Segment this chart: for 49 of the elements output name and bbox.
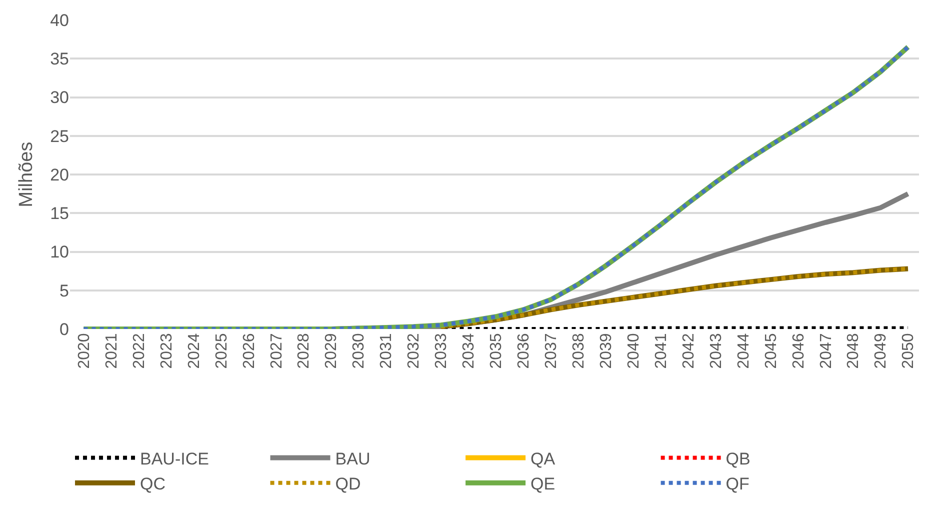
y-tick-label: 5 <box>60 281 69 300</box>
x-tick-label: 2048 <box>845 333 862 369</box>
y-tick-label: 25 <box>50 126 69 146</box>
legend-label: QA <box>530 449 556 468</box>
x-tick-label: 2032 <box>406 333 423 369</box>
x-tick-label: 2046 <box>790 333 808 369</box>
x-tick-label: 2043 <box>708 333 725 369</box>
x-tick-label: 2028 <box>296 333 313 369</box>
x-tick-label: 2034 <box>460 333 478 369</box>
x-tick-label: 2039 <box>598 333 615 369</box>
legend-label: QD <box>335 474 361 494</box>
x-tick-label: 2022 <box>130 333 148 369</box>
x-tick-label: 2033 <box>433 333 450 369</box>
legend-label: QF <box>726 474 750 494</box>
y-tick-label: 15 <box>50 204 69 224</box>
x-tick-label: 2047 <box>818 333 835 369</box>
y-tick-label: 30 <box>50 88 69 108</box>
x-tick-label: 2041 <box>652 333 670 369</box>
y-tick-label: 10 <box>50 242 69 262</box>
y-tick-label: 20 <box>50 165 69 184</box>
legend-label: BAU <box>335 449 370 468</box>
x-tick-label: 2045 <box>762 333 780 369</box>
legend-label: QE <box>530 474 556 494</box>
legend-label: QC <box>140 474 166 494</box>
legend-label: BAU-ICE <box>140 449 209 468</box>
y-tick-label: 40 <box>50 10 69 30</box>
x-tick-label: 2020 <box>76 333 93 369</box>
y-tick-label: 0 <box>60 320 69 339</box>
x-tick-label: 2031 <box>378 333 396 369</box>
x-tick-label: 2024 <box>186 333 203 369</box>
x-tick-label: 2037 <box>543 333 560 369</box>
x-tick-label: 2050 <box>900 333 918 369</box>
legend-label: QB <box>726 449 750 468</box>
x-tick-label: 2023 <box>158 333 176 369</box>
x-tick-label: 2025 <box>213 333 230 369</box>
x-tick-label: 2035 <box>488 333 506 369</box>
x-tick-label: 2029 <box>323 333 340 369</box>
x-tick-label: 2044 <box>735 333 752 369</box>
x-tick-label: 2021 <box>103 333 120 369</box>
x-tick-label: 2027 <box>268 333 286 369</box>
x-tick-label: 2036 <box>516 333 533 369</box>
x-tick-label: 2040 <box>625 333 642 369</box>
x-tick-label: 2038 <box>570 333 588 369</box>
x-tick-label: 2049 <box>872 333 890 369</box>
y-axis-title: Milhões <box>16 142 37 208</box>
x-tick-label: 2030 <box>350 333 368 369</box>
y-tick-label: 35 <box>50 50 69 69</box>
x-tick-label: 2026 <box>240 333 258 369</box>
x-tick-label: 2042 <box>680 333 698 369</box>
